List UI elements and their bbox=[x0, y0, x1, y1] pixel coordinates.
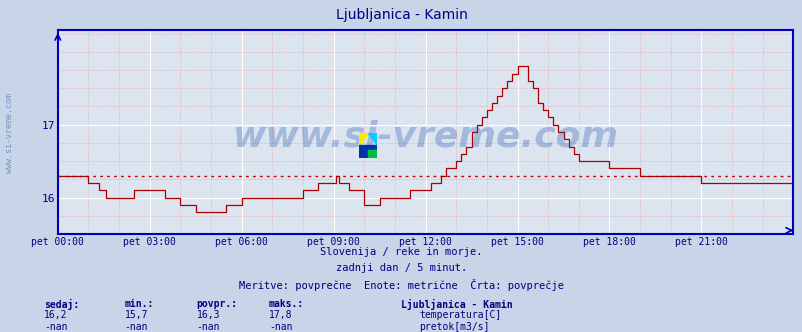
Text: -nan: -nan bbox=[124, 322, 148, 332]
Text: www.si-vreme.com: www.si-vreme.com bbox=[5, 93, 14, 173]
Text: pretok[m3/s]: pretok[m3/s] bbox=[419, 322, 489, 332]
Text: maks.:: maks.: bbox=[269, 299, 304, 309]
Text: 17,8: 17,8 bbox=[269, 310, 292, 320]
Text: Ljubljanica - Kamin: Ljubljanica - Kamin bbox=[335, 8, 467, 22]
Text: 16,3: 16,3 bbox=[196, 310, 220, 320]
Text: Slovenija / reke in morje.: Slovenija / reke in morje. bbox=[320, 247, 482, 257]
Polygon shape bbox=[358, 145, 376, 158]
Polygon shape bbox=[358, 133, 367, 145]
Text: zadnji dan / 5 minut.: zadnji dan / 5 minut. bbox=[335, 263, 467, 273]
Polygon shape bbox=[367, 133, 376, 145]
Text: -nan: -nan bbox=[44, 322, 67, 332]
Text: povpr.:: povpr.: bbox=[196, 299, 237, 309]
Polygon shape bbox=[367, 150, 376, 158]
Text: Ljubljanica - Kamin: Ljubljanica - Kamin bbox=[401, 299, 512, 310]
Text: -nan: -nan bbox=[269, 322, 292, 332]
Text: 16,2: 16,2 bbox=[44, 310, 67, 320]
Text: 15,7: 15,7 bbox=[124, 310, 148, 320]
Text: Meritve: povprečne  Enote: metrične  Črta: povprečje: Meritve: povprečne Enote: metrične Črta:… bbox=[239, 279, 563, 291]
Text: min.:: min.: bbox=[124, 299, 154, 309]
Text: temperatura[C]: temperatura[C] bbox=[419, 310, 500, 320]
Text: www.si-vreme.com: www.si-vreme.com bbox=[233, 119, 618, 153]
Text: sedaj:: sedaj: bbox=[44, 299, 79, 310]
Text: -nan: -nan bbox=[196, 322, 220, 332]
